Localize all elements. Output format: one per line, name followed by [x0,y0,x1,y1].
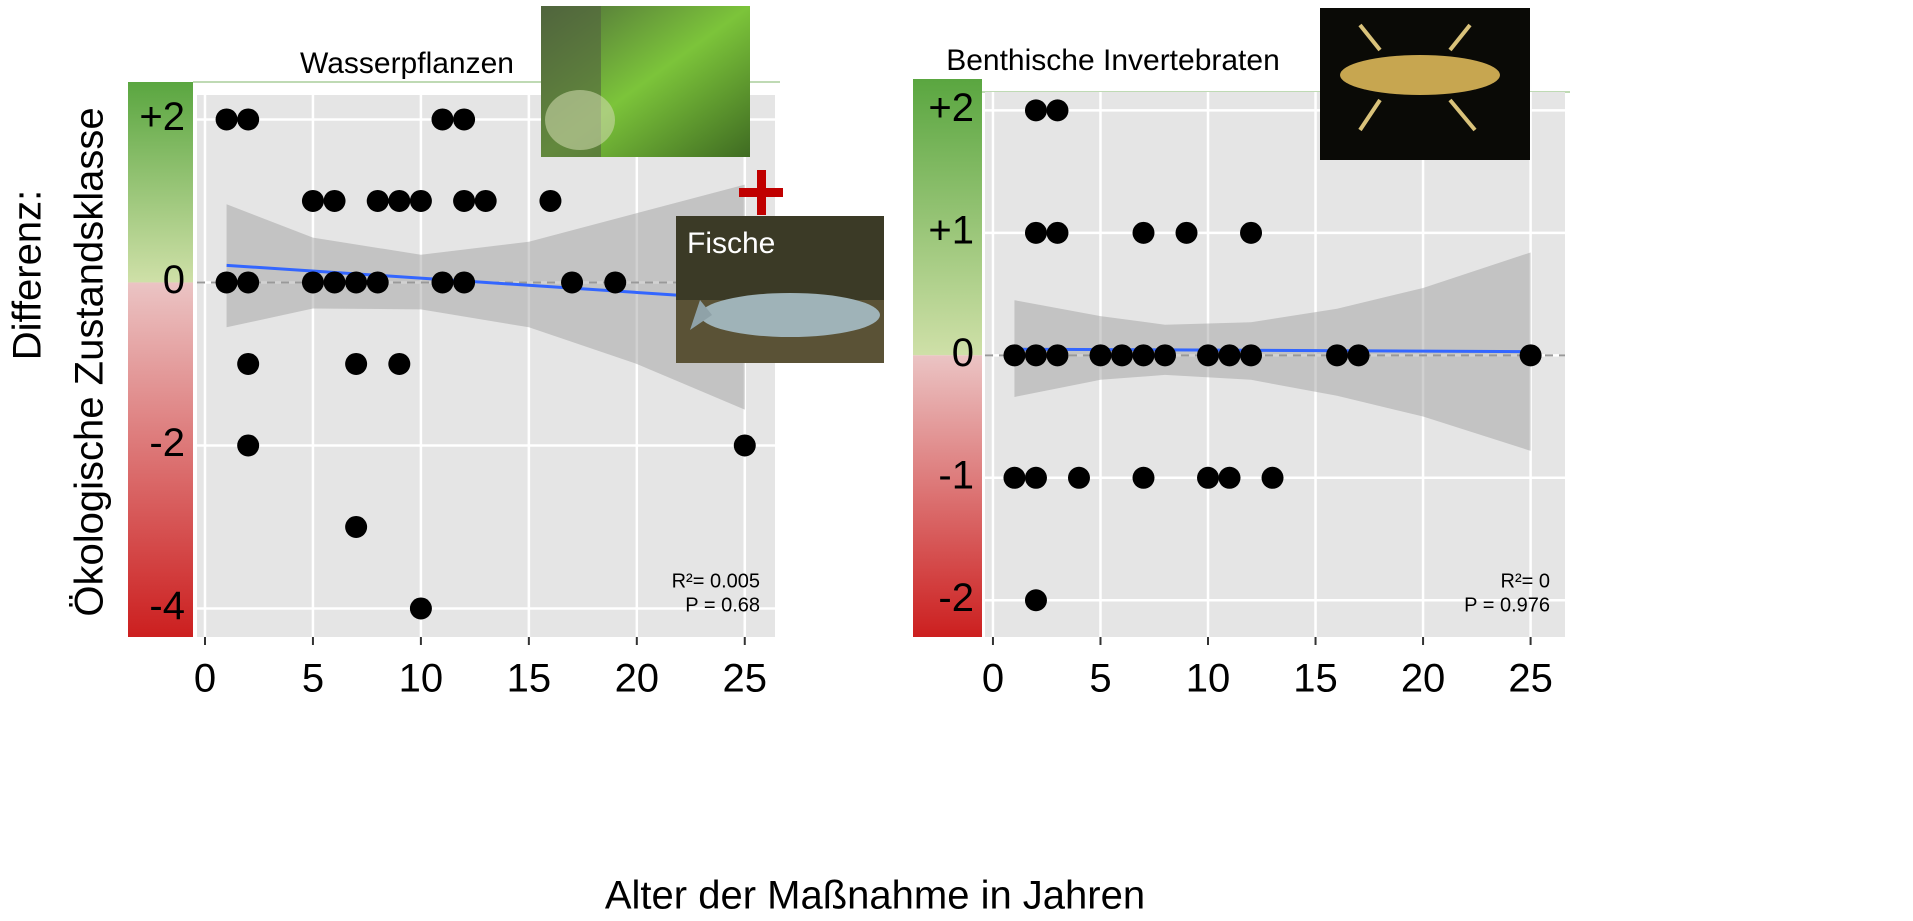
y-tick-label: +2 [928,86,974,130]
data-point [453,271,475,293]
y-tick-label: 0 [163,258,185,302]
data-point [216,108,238,130]
data-point [1240,222,1262,244]
y-tick-label: 0 [952,331,974,375]
x-tick-label: 10 [399,657,444,701]
data-point [1003,344,1025,366]
y-tick-label: -2 [149,421,185,465]
y-tick-label: -1 [938,453,974,497]
data-point [475,190,497,212]
data-point [237,271,259,293]
data-point [324,190,346,212]
x-tick-label: 0 [194,657,216,701]
inset-label: Fische [687,227,775,260]
data-point [1046,344,1068,366]
data-point [604,271,626,293]
data-point [734,434,756,456]
data-point [1219,344,1241,366]
data-point [539,190,561,212]
data-point [216,271,238,293]
data-point [1520,344,1542,366]
y-tick-label: +2 [139,95,185,139]
x-tick-label: 15 [1293,657,1338,701]
data-point [1132,467,1154,489]
data-point [410,597,432,619]
data-point [1046,222,1068,244]
data-point [1262,467,1284,489]
data-point [324,271,346,293]
data-point [1025,344,1047,366]
annotation: P = 0.68 [685,594,760,616]
x-axis-title: Alter der Maßnahme in Jahren [605,874,1145,918]
data-point [453,108,475,130]
data-point [1154,344,1176,366]
y-tick-label: -4 [149,584,185,628]
data-point [367,271,389,293]
data-point [1132,344,1154,366]
data-point [1003,467,1025,489]
plant-photo [541,6,750,157]
data-point [1197,344,1219,366]
data-point [1219,467,1241,489]
annotation: R²= 0.005 [672,570,760,592]
page: Wasserpflanzen+20-2-40510152025R²= 0.005… [0,0,1913,921]
x-tick-label: 5 [302,657,324,701]
y-axis-title: Differenz: [6,190,50,360]
data-point [388,353,410,375]
y-tick-label: +1 [928,208,974,252]
data-point [237,353,259,375]
figure: Wasserpflanzen+20-2-40510152025R²= 0.005… [0,0,1913,921]
data-point [1176,222,1198,244]
data-point [1089,344,1111,366]
data-point [431,271,453,293]
chart-title: Wasserpflanzen [300,47,514,80]
data-point [1025,99,1047,121]
x-tick-label: 25 [1508,657,1553,701]
data-point [237,108,259,130]
data-point [410,190,432,212]
x-tick-label: 20 [615,657,660,701]
x-tick-label: 20 [1401,657,1446,701]
data-point [1326,344,1348,366]
data-point [1240,344,1262,366]
data-point [345,271,367,293]
x-tick-label: 10 [1186,657,1231,701]
data-point [1025,222,1047,244]
data-point [453,190,475,212]
data-point [1068,467,1090,489]
data-point [345,516,367,538]
data-point [302,190,324,212]
x-tick-label: 5 [1089,657,1111,701]
data-point [1025,589,1047,611]
data-point [561,271,583,293]
data-point [367,190,389,212]
data-point [1046,99,1068,121]
data-point [345,353,367,375]
data-point [431,108,453,130]
data-point [1111,344,1133,366]
data-point [1132,222,1154,244]
annotation: R²= 0 [1501,570,1550,592]
y-axis-title: Ökologische Zustandsklasse [68,107,112,616]
data-point [237,434,259,456]
data-point [388,190,410,212]
insect-photo [1320,8,1530,160]
y-tick-label: -2 [938,576,974,620]
x-tick-label: 15 [507,657,552,701]
fish-photo: Fische [676,216,884,363]
x-tick-label: 0 [982,657,1004,701]
data-point [302,271,324,293]
x-tick-label: 25 [723,657,768,701]
data-point [1348,344,1370,366]
annotation: P = 0.976 [1464,594,1550,616]
data-point [1197,467,1219,489]
chart-title: Benthische Invertebraten [946,44,1280,77]
data-point [1025,467,1047,489]
